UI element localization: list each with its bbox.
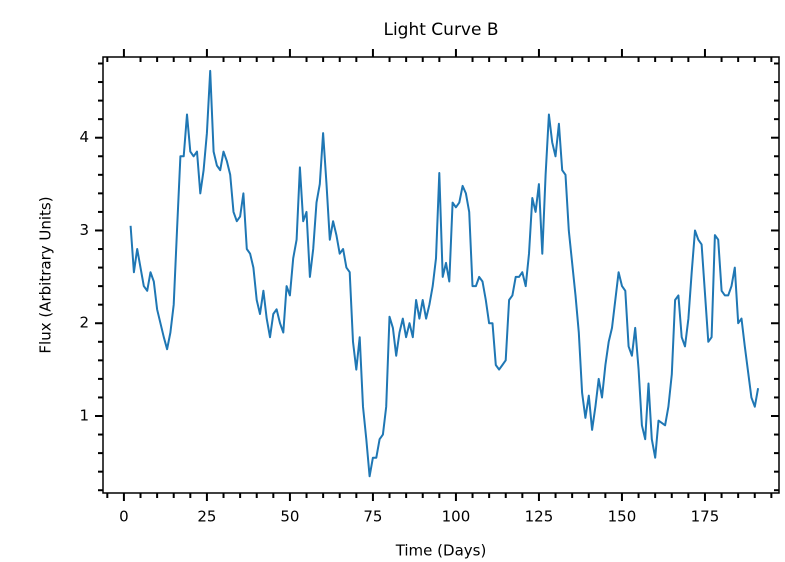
y-tick-label: 1: [79, 407, 89, 425]
x-tick-label: 0: [119, 508, 129, 526]
x-tick-label: 75: [363, 508, 382, 526]
data-line: [129, 69, 760, 478]
x-tick-label: 25: [197, 508, 216, 526]
x-tick-label: 150: [608, 508, 637, 526]
x-tick-label: 175: [691, 508, 720, 526]
x-tick-label: 100: [442, 508, 471, 526]
y-tick-label: 3: [79, 221, 89, 239]
y-tick-label: 2: [79, 314, 89, 332]
x-axis-label: Time (Days): [395, 542, 487, 560]
chart-title: Light Curve B: [383, 20, 498, 40]
y-tick-label: 4: [79, 128, 89, 146]
plot-frame: [102, 56, 780, 494]
x-tick-label: 125: [525, 508, 554, 526]
y-axis-label: Flux (Arbitrary Units): [37, 196, 55, 353]
x-tick-label: 50: [280, 508, 299, 526]
